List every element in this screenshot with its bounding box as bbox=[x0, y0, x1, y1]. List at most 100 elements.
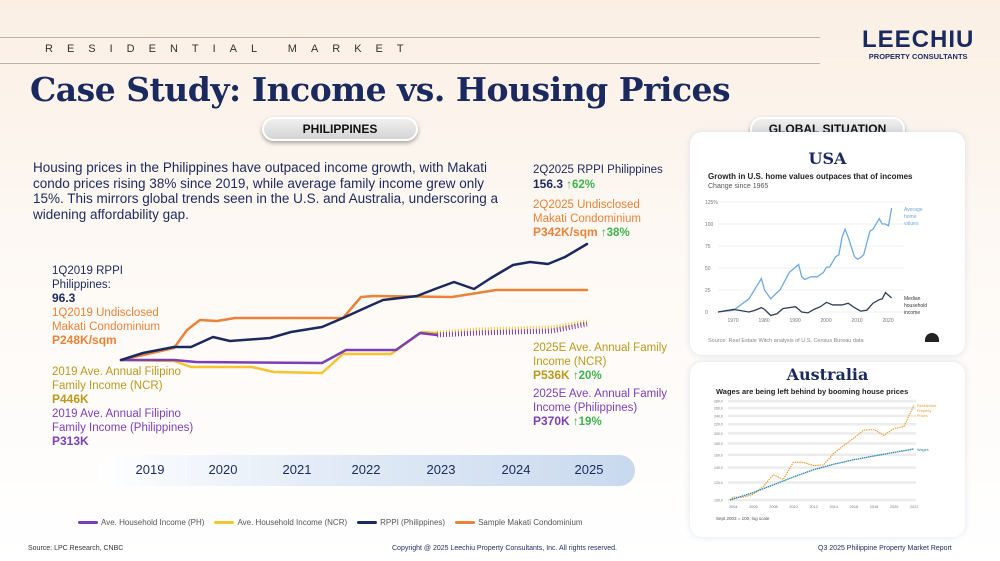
report-name: Q3 2025 Philippine Property Market Repor… bbox=[818, 545, 952, 552]
au-x-tick: 2014 bbox=[830, 505, 838, 509]
change-badge: ↑20% bbox=[572, 370, 602, 382]
year-tick: 2019 bbox=[135, 462, 165, 477]
australia-card: Australia Wages are being left behind by… bbox=[690, 362, 965, 537]
usa-series-label: home bbox=[904, 214, 917, 220]
legend-item: Ave. Household Income (PH) bbox=[78, 518, 204, 527]
legend-label: Ave. Household Income (PH) bbox=[101, 518, 205, 527]
ph-series-line bbox=[119, 331, 439, 365]
philippines-pill: PHILIPPINES bbox=[262, 117, 418, 141]
label-value: 156.3 bbox=[533, 176, 564, 191]
usa-series-label: household bbox=[904, 303, 927, 309]
legend-label: Ave. Household Income (NCR) bbox=[237, 518, 348, 527]
year-tick: 2025 bbox=[574, 462, 604, 477]
source-note: Source: LPC Research, CNBC bbox=[28, 545, 124, 552]
au-y-tick: 140.0 bbox=[714, 466, 723, 470]
change-badge: ↑19% bbox=[572, 416, 602, 428]
label-value: P446K bbox=[52, 392, 89, 406]
usa-y-tick: 25 bbox=[705, 288, 711, 294]
usa-series-label: Median bbox=[904, 296, 921, 302]
au-y-tick: 220.0 bbox=[714, 423, 723, 427]
usa-y-tick: 100 bbox=[705, 222, 714, 228]
legend-item: Sample Makati Condominium bbox=[455, 518, 583, 527]
au-x-tick: 2018 bbox=[870, 505, 878, 509]
ncr-end-label: 2025E Ave. Annual Family Income (NCR) P53… bbox=[533, 342, 678, 384]
change-badge: ↑38% bbox=[600, 227, 630, 239]
usa-home-values-line bbox=[717, 208, 893, 313]
label-value: P370K bbox=[533, 414, 570, 428]
year-tick: 2020 bbox=[208, 462, 238, 477]
australia-chart-note: Sept 2003 = 100, log scale bbox=[716, 516, 770, 521]
label-value: P536K bbox=[533, 368, 570, 382]
usa-series-label: values bbox=[904, 221, 919, 227]
usa-x-tick: 1980 bbox=[759, 318, 770, 324]
legend-label: Sample Makati Condominium bbox=[478, 518, 583, 527]
ph-start-label: 2019 Ave. Annual Filipino Family Income … bbox=[52, 408, 212, 450]
logo-main: LEECHIU bbox=[862, 26, 975, 53]
page-title: Case Study: Income vs. Housing Prices bbox=[30, 70, 731, 109]
usa-x-tick: 2010 bbox=[852, 318, 863, 324]
au-series-label: Property bbox=[917, 409, 931, 413]
australia-chart-title: Wages are being left behind by booming h… bbox=[716, 387, 909, 396]
label-value: P342K/sqm bbox=[533, 225, 598, 239]
au-property-line bbox=[729, 404, 915, 501]
ncr-start-label: 2019 Ave. Annual Filipino Family Income … bbox=[52, 366, 192, 408]
au-x-tick: 2016 bbox=[850, 505, 858, 509]
legend-label: RPPI (Philippines) bbox=[380, 518, 446, 527]
usa-y-tick: 125% bbox=[705, 200, 718, 206]
section-label: RESIDENTIAL MARKET bbox=[45, 43, 418, 55]
au-y-tick: 280.0 bbox=[714, 400, 723, 404]
au-wages-line bbox=[729, 448, 915, 501]
divider bbox=[0, 63, 820, 64]
usa-chart-subtitle: Change since 1965 bbox=[708, 183, 769, 190]
usa-x-tick: 1970 bbox=[728, 318, 739, 324]
year-tick: 2023 bbox=[426, 462, 456, 477]
label-value: P248K/sqm bbox=[52, 333, 117, 347]
au-y-tick: 180.0 bbox=[714, 442, 723, 446]
rppi-end-label: 2Q2025 RPPI Philippines 156.3 ↑62% bbox=[533, 164, 673, 192]
au-x-tick: 2010 bbox=[789, 505, 797, 509]
au-y-tick: 200.0 bbox=[714, 432, 723, 436]
au-series-label: Prices bbox=[917, 414, 928, 418]
chart-legend: Ave. Household Income (PH) Ave. Househol… bbox=[78, 518, 583, 527]
ph-projection-line bbox=[436, 321, 588, 338]
usa-chart-source: Source: Real Estate Witch analysis of U.… bbox=[708, 338, 864, 344]
legend-item: RPPI (Philippines) bbox=[357, 518, 445, 527]
ph-end-label: 2025E Ave. Annual Family Income (Philipp… bbox=[533, 388, 678, 430]
label-title: 1Q2019 RPPI Philippines: bbox=[52, 265, 123, 291]
usa-x-tick: 2000 bbox=[821, 318, 832, 324]
label-title: 2019 Ave. Annual Filipino Family Income … bbox=[52, 408, 194, 434]
year-tick: 2021 bbox=[282, 462, 312, 477]
au-x-tick: 2012 bbox=[809, 505, 817, 509]
usa-y-tick: 0 bbox=[705, 310, 708, 316]
year-tick: 2022 bbox=[351, 462, 381, 477]
usa-x-tick: 2020 bbox=[883, 318, 894, 324]
condo-start-label: 1Q2019 Undisclosed Makati Condominium P24… bbox=[52, 307, 172, 349]
usa-title: USA bbox=[808, 149, 847, 168]
au-x-tick: 2008 bbox=[769, 505, 777, 509]
usa-series-label: Average bbox=[904, 207, 923, 213]
au-series-label: Residential bbox=[917, 404, 936, 408]
change-badge: ↑62% bbox=[566, 178, 596, 191]
label-value: 96.3 bbox=[52, 291, 76, 305]
au-y-tick: 100.0 bbox=[714, 499, 723, 503]
condo-end-label: 2Q2025 Undisclosed Makati Condominium P34… bbox=[533, 199, 663, 241]
label-value: P313K bbox=[52, 434, 89, 448]
au-y-tick: 260.0 bbox=[714, 407, 723, 411]
au-x-tick: 2020 bbox=[890, 505, 898, 509]
au-y-tick: 120.0 bbox=[714, 481, 723, 485]
au-x-tick: 2022 bbox=[910, 505, 918, 509]
au-x-tick: 2004 bbox=[729, 505, 737, 509]
usa-series-label: income bbox=[904, 310, 920, 316]
intro-text: Housing prices in the Philippines have o… bbox=[33, 160, 498, 222]
usa-card: USA Growth in U.S. home values outpaces … bbox=[690, 132, 965, 355]
label-title: 2Q2025 Undisclosed Makati Condominium bbox=[533, 199, 642, 225]
logo-sub: PROPERTY CONSULTANTS bbox=[868, 52, 968, 61]
legend-item: Ave. Household Income (NCR) bbox=[214, 518, 347, 527]
au-y-tick: 240.0 bbox=[714, 414, 723, 418]
au-series-label: Wages bbox=[917, 448, 929, 452]
label-title: 2Q2025 RPPI Philippines bbox=[533, 164, 663, 176]
au-x-tick: 2006 bbox=[749, 505, 757, 509]
usa-chart-title: Growth in U.S. home values outpaces that… bbox=[708, 172, 913, 181]
